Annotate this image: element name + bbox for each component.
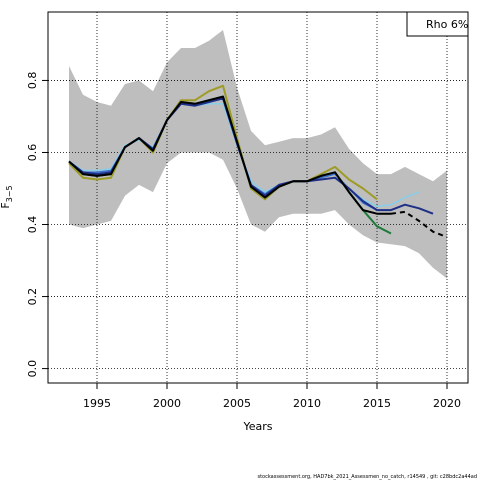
y-tick-label-2: 0.4: [26, 216, 39, 234]
y-tick-label-1: 0.2: [26, 288, 39, 306]
confidence-band: [69, 30, 447, 279]
series-line-5: [68, 95, 391, 215]
y-axis-label-main: F: [0, 202, 12, 208]
footer-text: stockassessment.org, HAD7bk_2021_Assessm…: [257, 474, 477, 480]
legend-text: Rho 6%: [426, 18, 468, 31]
x-tick-label-2020: 2020: [433, 397, 461, 410]
axis-layer: 1995 2000 2005 2010 2015 2020 0.0 0.2 0.4 0.6 0.8: [26, 72, 461, 410]
x-axis-label: Years: [242, 420, 272, 433]
y-tick-label-0: 0.0: [26, 360, 39, 378]
y-axis-label: F3−5: [0, 185, 14, 208]
x-tick-label-2000: 2000: [153, 397, 181, 410]
y-tick-label-3: 0.6: [26, 144, 39, 162]
y-tick-label-4: 0.8: [26, 72, 39, 90]
x-tick-label-1995: 1995: [83, 397, 111, 410]
legend-box: [406, 11, 469, 37]
y-axis-label-subscript: 3−5: [5, 185, 14, 202]
grid-layer: [48, 12, 468, 383]
series-layer: [68, 84, 448, 239]
dashed-series-line-6: [390, 210, 448, 239]
y-axis-label-group: F3−5: [0, 185, 14, 208]
confidence-band-layer: [69, 30, 447, 279]
x-tick-label-2010: 2010: [293, 397, 321, 410]
x-tick-label-2005: 2005: [223, 397, 251, 410]
x-tick-label-2015: 2015: [363, 397, 391, 410]
plot-frame: [47, 11, 469, 384]
